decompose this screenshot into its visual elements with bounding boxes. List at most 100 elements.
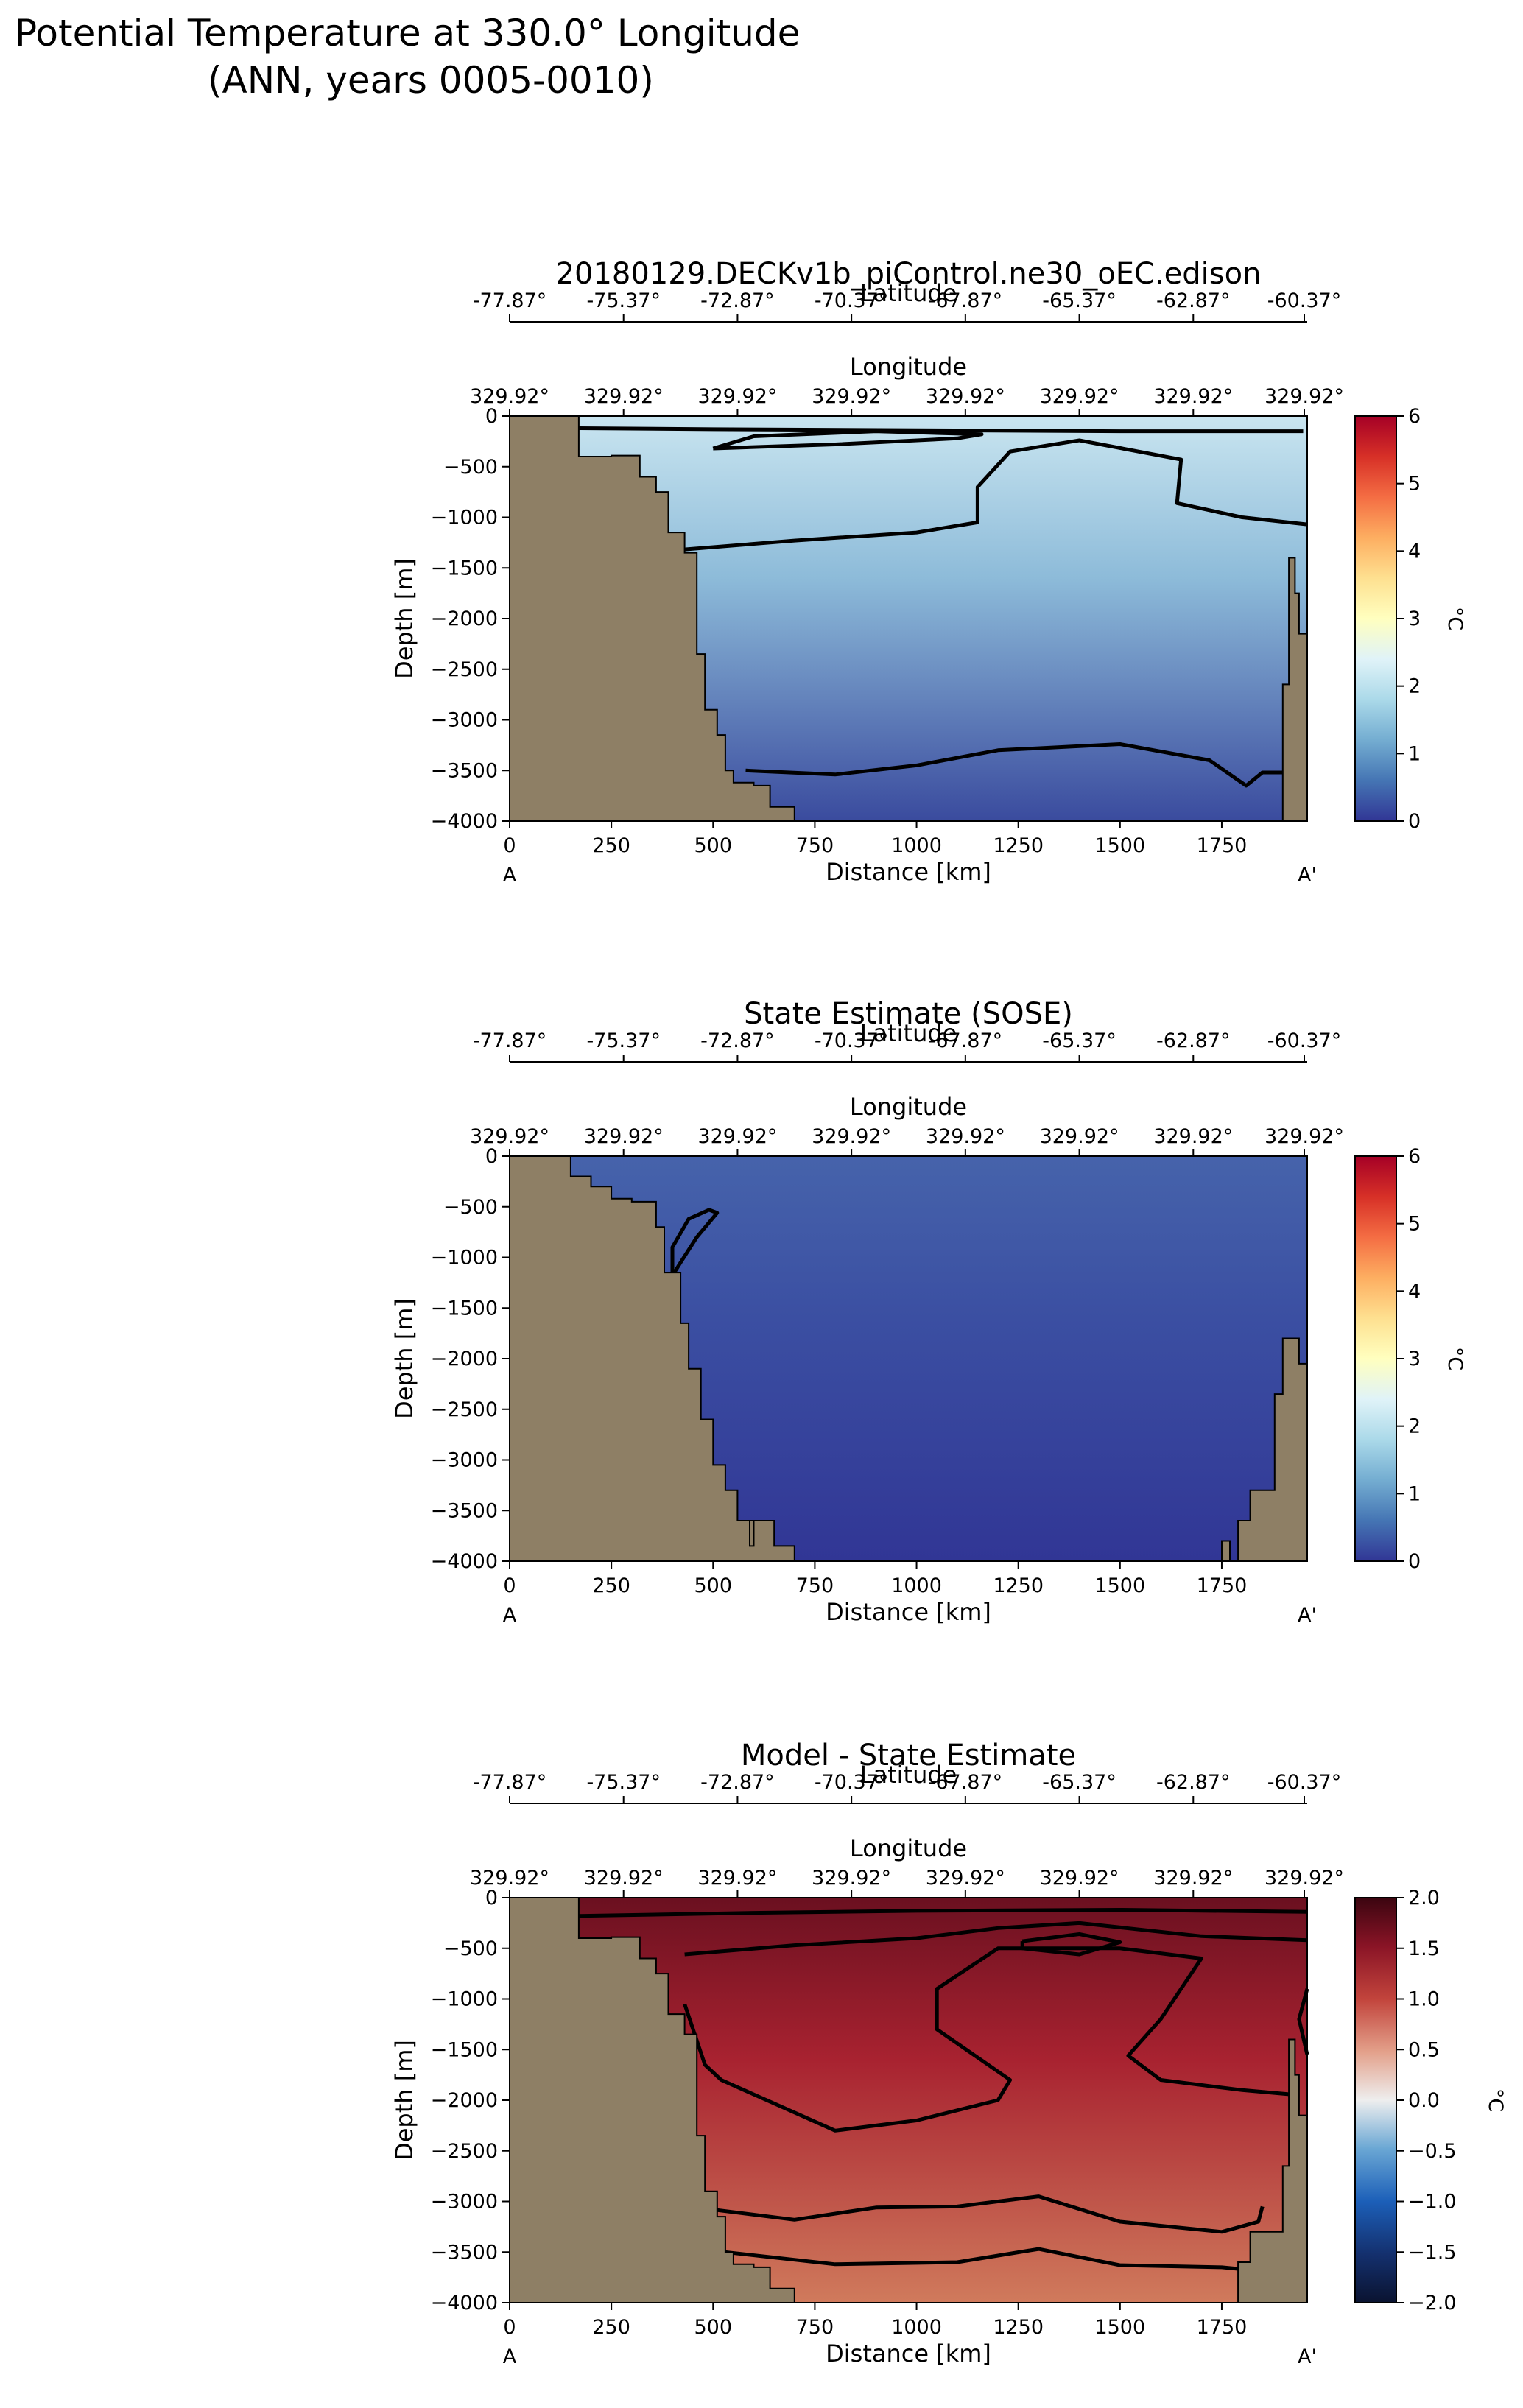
longitude-tick-label: 329.92° bbox=[1040, 385, 1119, 408]
figure-title-line2: (ANN, years 0005-0010) bbox=[208, 59, 654, 102]
contour-line bbox=[670, 1208, 720, 1277]
x-tick-label: 1500 bbox=[1094, 2316, 1145, 2339]
colorbar-tick-label: 5 bbox=[1408, 1213, 1421, 1236]
x-tick-label: 1500 bbox=[1094, 834, 1145, 857]
y-tick-label: −2500 bbox=[431, 658, 498, 681]
y-tick-label: −1500 bbox=[431, 557, 498, 580]
longitude-axis-label: Longitude bbox=[850, 1093, 967, 1121]
y-tick-label: 0 bbox=[485, 1145, 498, 1168]
contour-line bbox=[683, 1946, 1300, 2133]
colorbar bbox=[1354, 1897, 1397, 2303]
latitude-tick-label: -60.37° bbox=[1267, 1771, 1342, 1794]
x-tick-label: 1750 bbox=[1197, 834, 1248, 857]
colorbar-tick-label: −1.0 bbox=[1408, 2191, 1457, 2214]
latitude-tick-label: -77.87° bbox=[473, 1029, 547, 1052]
longitude-tick-label: 329.92° bbox=[470, 1125, 549, 1148]
panel-title: 20180129.DECKv1b_piControl.ne30_oEC.edis… bbox=[556, 257, 1262, 291]
y-tick-label: −2000 bbox=[431, 1348, 498, 1370]
x-tick-label: 500 bbox=[694, 834, 733, 857]
colorbar-tick-label: 0 bbox=[1408, 810, 1421, 833]
colorbar-tick-label: 3 bbox=[1408, 1348, 1421, 1370]
latitude-tick-label: -67.87° bbox=[929, 1771, 1003, 1794]
x-tick-label: 1000 bbox=[891, 834, 942, 857]
y-tick-label: 0 bbox=[485, 405, 498, 428]
colorbar-tick-label: 0 bbox=[1408, 1550, 1421, 1573]
y-tick-label: −2500 bbox=[431, 2140, 498, 2163]
y-tick-label: −500 bbox=[443, 456, 498, 479]
y-tick-label: −1500 bbox=[431, 1297, 498, 1320]
longitude-tick-label: 329.92° bbox=[812, 385, 891, 408]
latitude-tick-label: -72.87° bbox=[700, 289, 775, 312]
y-axis-label: Depth [m] bbox=[390, 558, 418, 679]
contour-line bbox=[578, 426, 1304, 434]
longitude-tick-label: 329.92° bbox=[584, 1125, 664, 1148]
section-end-label: A' bbox=[1298, 864, 1317, 887]
latitude-tick-label: -75.37° bbox=[586, 1771, 661, 1794]
y-tick-label: −3000 bbox=[431, 1449, 498, 1472]
x-tick-label: 1750 bbox=[1197, 1574, 1248, 1597]
latitude-axis-label: Latitude bbox=[860, 1019, 957, 1047]
longitude-tick-label: 329.92° bbox=[584, 385, 664, 408]
latitude-tick-label: -65.37° bbox=[1042, 1771, 1116, 1794]
longitude-tick-label: 329.92° bbox=[697, 1867, 777, 1890]
topography-right bbox=[1221, 1337, 1308, 1562]
latitude-tick-label: -72.87° bbox=[700, 1771, 775, 1794]
latitude-tick-label: -62.87° bbox=[1156, 1771, 1231, 1794]
contour-line bbox=[745, 742, 1307, 788]
longitude-axis-label: Longitude bbox=[850, 353, 967, 381]
x-tick-label: 0 bbox=[503, 2316, 516, 2339]
x-axis-label: Distance [km] bbox=[826, 2340, 991, 2367]
y-tick-label: −2500 bbox=[431, 1398, 498, 1421]
colorbar-tick-label: 3 bbox=[1408, 608, 1421, 630]
topography-left bbox=[509, 1155, 795, 1562]
y-tick-label: −1000 bbox=[431, 1988, 498, 2011]
x-axis-label: Distance [km] bbox=[826, 858, 991, 886]
x-tick-label: 250 bbox=[592, 1574, 630, 1597]
x-tick-label: 500 bbox=[694, 2316, 733, 2339]
latitude-tick-label: -75.37° bbox=[586, 1029, 661, 1052]
x-axis-label: Distance [km] bbox=[826, 1598, 991, 1626]
y-tick-label: −3000 bbox=[431, 709, 498, 732]
x-tick-label: 250 bbox=[592, 2316, 630, 2339]
longitude-tick-label: 329.92° bbox=[1265, 1125, 1344, 1148]
panel-title: State Estimate (SOSE) bbox=[744, 997, 1073, 1031]
topography-left bbox=[509, 415, 795, 822]
colorbar-tick-label: 0.5 bbox=[1408, 2038, 1440, 2061]
latitude-tick-label: -62.87° bbox=[1156, 1029, 1231, 1052]
colorbar-tick-label: 0.0 bbox=[1408, 2089, 1440, 2112]
longitude-tick-label: 329.92° bbox=[1153, 385, 1233, 408]
colorbar-tick-label: −1.5 bbox=[1408, 2241, 1457, 2264]
section-start-label: A bbox=[503, 1604, 517, 1627]
latitude-tick-label: -60.37° bbox=[1267, 289, 1342, 312]
latitude-tick-label: -65.37° bbox=[1042, 1029, 1116, 1052]
panel-1: 20180129.DECKv1b_piControl.ne30_oEC.edis… bbox=[390, 257, 1466, 887]
colorbar-tick-label: 4 bbox=[1408, 540, 1421, 563]
longitude-tick-label: 329.92° bbox=[584, 1867, 664, 1890]
colorbar-label: °C bbox=[1443, 607, 1466, 630]
colorbar-tick-label: 1.5 bbox=[1408, 1937, 1440, 1960]
longitude-tick-label: 329.92° bbox=[1265, 385, 1344, 408]
contour-line bbox=[684, 1921, 1308, 1957]
y-axis-label: Depth [m] bbox=[390, 2040, 418, 2161]
longitude-tick-label: 329.92° bbox=[1153, 1125, 1233, 1148]
y-tick-label: −3500 bbox=[431, 2241, 498, 2264]
latitude-tick-label: -60.37° bbox=[1267, 1029, 1342, 1052]
x-tick-label: 1250 bbox=[993, 1574, 1044, 1597]
latitude-tick-label: -72.87° bbox=[700, 1029, 775, 1052]
contour-line bbox=[696, 2194, 1265, 2234]
y-tick-label: −2000 bbox=[431, 2089, 498, 2112]
x-tick-label: 1250 bbox=[993, 834, 1044, 857]
colorbar bbox=[1354, 1155, 1397, 1562]
latitude-tick-label: -70.37° bbox=[815, 1771, 889, 1794]
colorbar-tick-label: 1 bbox=[1408, 742, 1421, 765]
longitude-tick-label: 329.92° bbox=[926, 1867, 1005, 1890]
latitude-tick-label: -70.37° bbox=[815, 289, 889, 312]
x-tick-label: 1250 bbox=[993, 2316, 1044, 2339]
longitude-tick-label: 329.92° bbox=[1040, 1867, 1119, 1890]
x-tick-label: 250 bbox=[592, 834, 630, 857]
y-axis-label: Depth [m] bbox=[390, 1298, 418, 1419]
longitude-tick-label: 329.92° bbox=[1153, 1867, 1233, 1890]
latitude-axis-label: Latitude bbox=[860, 1761, 957, 1789]
x-tick-label: 500 bbox=[694, 1574, 733, 1597]
